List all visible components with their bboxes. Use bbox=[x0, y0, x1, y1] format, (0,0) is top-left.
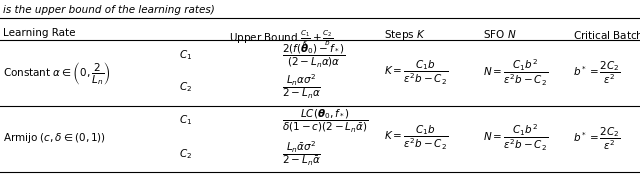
Text: $\dfrac{L_n\bar{\alpha}\sigma^2}{2-L_n\bar{\alpha}}$: $\dfrac{L_n\bar{\alpha}\sigma^2}{2-L_n\b… bbox=[282, 140, 321, 168]
Text: $b^*=\dfrac{2C_2}{\epsilon^2}$: $b^*=\dfrac{2C_2}{\epsilon^2}$ bbox=[573, 60, 620, 86]
Text: $N=\dfrac{C_1 b^2}{\epsilon^2 b-C_2}$: $N=\dfrac{C_1 b^2}{\epsilon^2 b-C_2}$ bbox=[483, 58, 548, 88]
Text: Steps $K$: Steps $K$ bbox=[384, 28, 426, 42]
Text: $C_2$: $C_2$ bbox=[179, 80, 192, 94]
Text: is the upper bound of the learning rates): is the upper bound of the learning rates… bbox=[3, 5, 215, 15]
Text: $\dfrac{LC(\boldsymbol{\theta}_0, f_*)}{\delta(1-c)(2-L_n\bar{\alpha})}$: $\dfrac{LC(\boldsymbol{\theta}_0, f_*)}{… bbox=[282, 107, 368, 134]
Text: Constant $\alpha \in \left(0, \dfrac{2}{L_n}\right)$: Constant $\alpha \in \left(0, \dfrac{2}{… bbox=[3, 59, 111, 87]
Text: $K=\dfrac{C_1 b}{\epsilon^2 b-C_2}$: $K=\dfrac{C_1 b}{\epsilon^2 b-C_2}$ bbox=[384, 59, 448, 87]
Text: $\dfrac{L_n\alpha\sigma^2}{2-L_n\alpha}$: $\dfrac{L_n\alpha\sigma^2}{2-L_n\alpha}$ bbox=[282, 73, 321, 101]
Text: $\dfrac{2(f(\boldsymbol{\theta}_0)-f_*)}{(2-L_n\alpha)\alpha}$: $\dfrac{2(f(\boldsymbol{\theta}_0)-f_*)}… bbox=[282, 42, 346, 69]
Text: $C_1$: $C_1$ bbox=[179, 114, 193, 127]
Text: $C_1$: $C_1$ bbox=[179, 49, 193, 62]
Text: $C_2$: $C_2$ bbox=[179, 147, 192, 161]
Text: Critical Batch $b^*$: Critical Batch $b^*$ bbox=[573, 28, 640, 42]
Text: Upper Bound $\frac{C_1}{K} + \frac{C_2}{b}$: Upper Bound $\frac{C_1}{K} + \frac{C_2}{… bbox=[230, 28, 333, 48]
Text: $b^*=\dfrac{2C_2}{\epsilon^2}$: $b^*=\dfrac{2C_2}{\epsilon^2}$ bbox=[573, 125, 620, 152]
Text: Learning Rate: Learning Rate bbox=[3, 28, 76, 38]
Text: SFO $N$: SFO $N$ bbox=[483, 28, 516, 40]
Text: Armijo $(c, \delta \in (0,1))$: Armijo $(c, \delta \in (0,1))$ bbox=[3, 131, 106, 145]
Text: $K=\dfrac{C_1 b}{\epsilon^2 b-C_2}$: $K=\dfrac{C_1 b}{\epsilon^2 b-C_2}$ bbox=[384, 124, 448, 152]
Text: $N=\dfrac{C_1 b^2}{\epsilon^2 b-C_2}$: $N=\dfrac{C_1 b^2}{\epsilon^2 b-C_2}$ bbox=[483, 123, 548, 153]
